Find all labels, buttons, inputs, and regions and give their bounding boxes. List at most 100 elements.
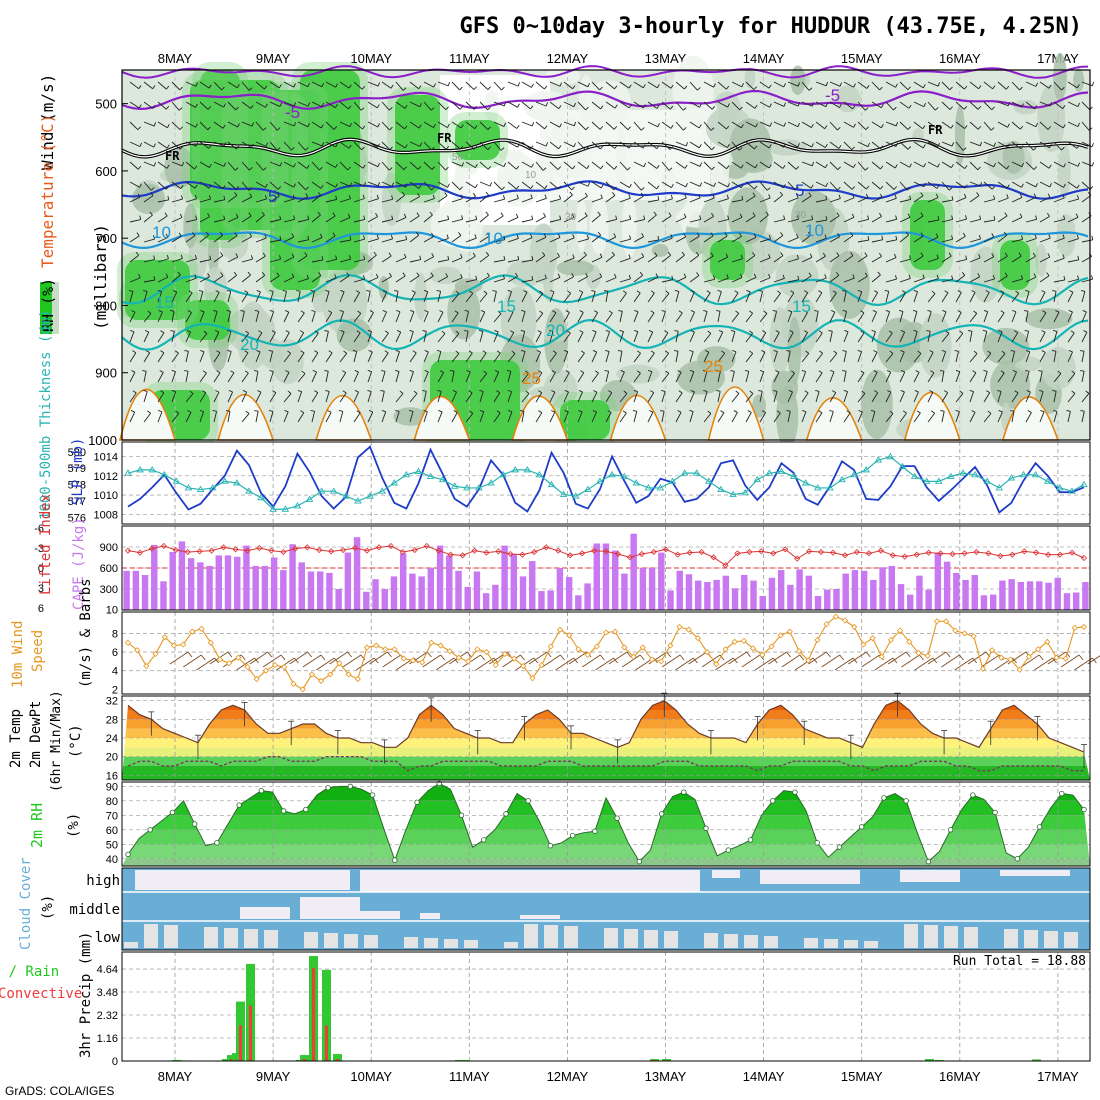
thickness-marker — [366, 492, 374, 499]
wind-barb — [899, 351, 905, 363]
wind-barb-flag — [433, 123, 436, 128]
wind-barb-flag — [893, 186, 898, 190]
wind-barb — [913, 412, 921, 423]
wind-barb — [605, 236, 616, 243]
wind10-marker — [189, 628, 196, 635]
wind-barb — [493, 101, 505, 107]
wind-barb — [1081, 278, 1093, 283]
wind-barb-flag — [1026, 390, 1031, 393]
wind-barb — [521, 219, 533, 223]
wind-barb — [241, 274, 251, 283]
wind-barb — [563, 276, 574, 283]
wind-barb-flag — [1052, 330, 1058, 332]
wind-barb — [941, 81, 951, 91]
wind-barb-flag — [1046, 272, 1050, 276]
wind-barb-flag — [825, 143, 828, 148]
wind-barb — [633, 292, 641, 303]
wind-barb — [661, 198, 673, 203]
wind-barb — [647, 239, 659, 243]
wind-barb — [997, 215, 1008, 223]
wind-barb — [129, 161, 139, 170]
wind-barb-flag — [166, 144, 170, 149]
cape-bar — [123, 570, 130, 610]
wind-barb — [773, 101, 785, 107]
wind-barb-flag — [551, 410, 556, 413]
wind-barb-flag — [1091, 235, 1094, 240]
wind10-barb-flag — [294, 657, 299, 664]
wind-barb — [633, 352, 641, 363]
wind-barb-flag — [749, 350, 754, 354]
wind-barb — [409, 101, 421, 108]
wind-barb-flag — [332, 212, 336, 217]
wind-barb — [129, 196, 141, 203]
wind-barb-flag — [194, 274, 197, 279]
wind-barb-flag — [839, 103, 842, 108]
wind-barb-flag — [893, 253, 897, 258]
wind-barb — [199, 101, 209, 110]
wind-barb — [689, 197, 701, 203]
wind10-barb — [528, 651, 548, 665]
wind-barb — [591, 81, 600, 91]
wind-barb-flag — [436, 290, 441, 292]
wind-barb — [703, 181, 715, 187]
wind-barb — [465, 161, 476, 169]
rh2m-unit: (%) — [66, 813, 82, 838]
wind-barb-flag — [131, 370, 136, 373]
wind-barb-flag — [445, 106, 449, 110]
wind-barb-flag — [987, 350, 992, 354]
wind-barb-flag — [198, 290, 203, 292]
wind-barb — [521, 141, 531, 150]
wind-barb — [507, 238, 519, 243]
wind-barb — [395, 81, 404, 91]
wind-barb — [759, 141, 770, 149]
wind10-barb-flag — [480, 654, 485, 661]
wind-barb-flag — [945, 330, 950, 334]
wind-barb-flag — [160, 350, 165, 354]
wind-barb-flag — [818, 290, 823, 294]
wind-barb — [787, 237, 799, 243]
wind10-barb-flag — [786, 651, 791, 658]
wind-barb-flag — [768, 254, 771, 259]
wind-barb — [899, 199, 911, 203]
wind-barb — [885, 121, 897, 127]
wind-barb — [885, 353, 894, 363]
wind-barb-flag — [819, 350, 823, 354]
wind-barb — [577, 121, 587, 131]
wind-barb — [759, 277, 771, 283]
wind-barb — [955, 312, 962, 323]
wind-barb — [143, 81, 153, 90]
wind10-marker — [1007, 656, 1014, 663]
wind10-barb-flag — [826, 651, 831, 658]
wind-barb — [815, 181, 827, 188]
rh-marker — [947, 827, 954, 833]
wind-barb — [983, 181, 993, 190]
wind-barb-flag — [744, 370, 749, 372]
wind-barb-flag — [739, 213, 743, 218]
wind-barb-flag — [279, 235, 282, 241]
thickness-marker — [741, 488, 749, 496]
wind-barb — [633, 331, 639, 343]
wind-barb — [367, 277, 379, 283]
wind10-marker — [713, 661, 720, 668]
wind-barb — [493, 352, 501, 363]
wind-barb — [171, 331, 175, 343]
wind-barb — [801, 101, 813, 107]
thickness-marker — [293, 502, 302, 509]
wind-barb-flag — [1055, 310, 1060, 313]
rh-blob — [727, 187, 768, 245]
wind-barb — [535, 101, 547, 107]
wind-barb-flag — [870, 410, 875, 412]
wind-barb — [199, 198, 211, 203]
wind-barb-flag — [235, 213, 239, 218]
wind10-marker — [317, 677, 325, 685]
wind-barb — [1081, 371, 1085, 383]
wind-barb-flag — [758, 290, 763, 292]
wind10-barb-flag — [347, 651, 352, 658]
wind-barb-flag — [166, 254, 169, 259]
wind-barb — [479, 121, 489, 131]
cape-bar — [326, 572, 333, 610]
wind-barb — [367, 291, 371, 303]
date-label-top: 15MAY — [841, 51, 883, 66]
wind-barb — [787, 81, 799, 87]
wind-barb — [437, 121, 448, 128]
